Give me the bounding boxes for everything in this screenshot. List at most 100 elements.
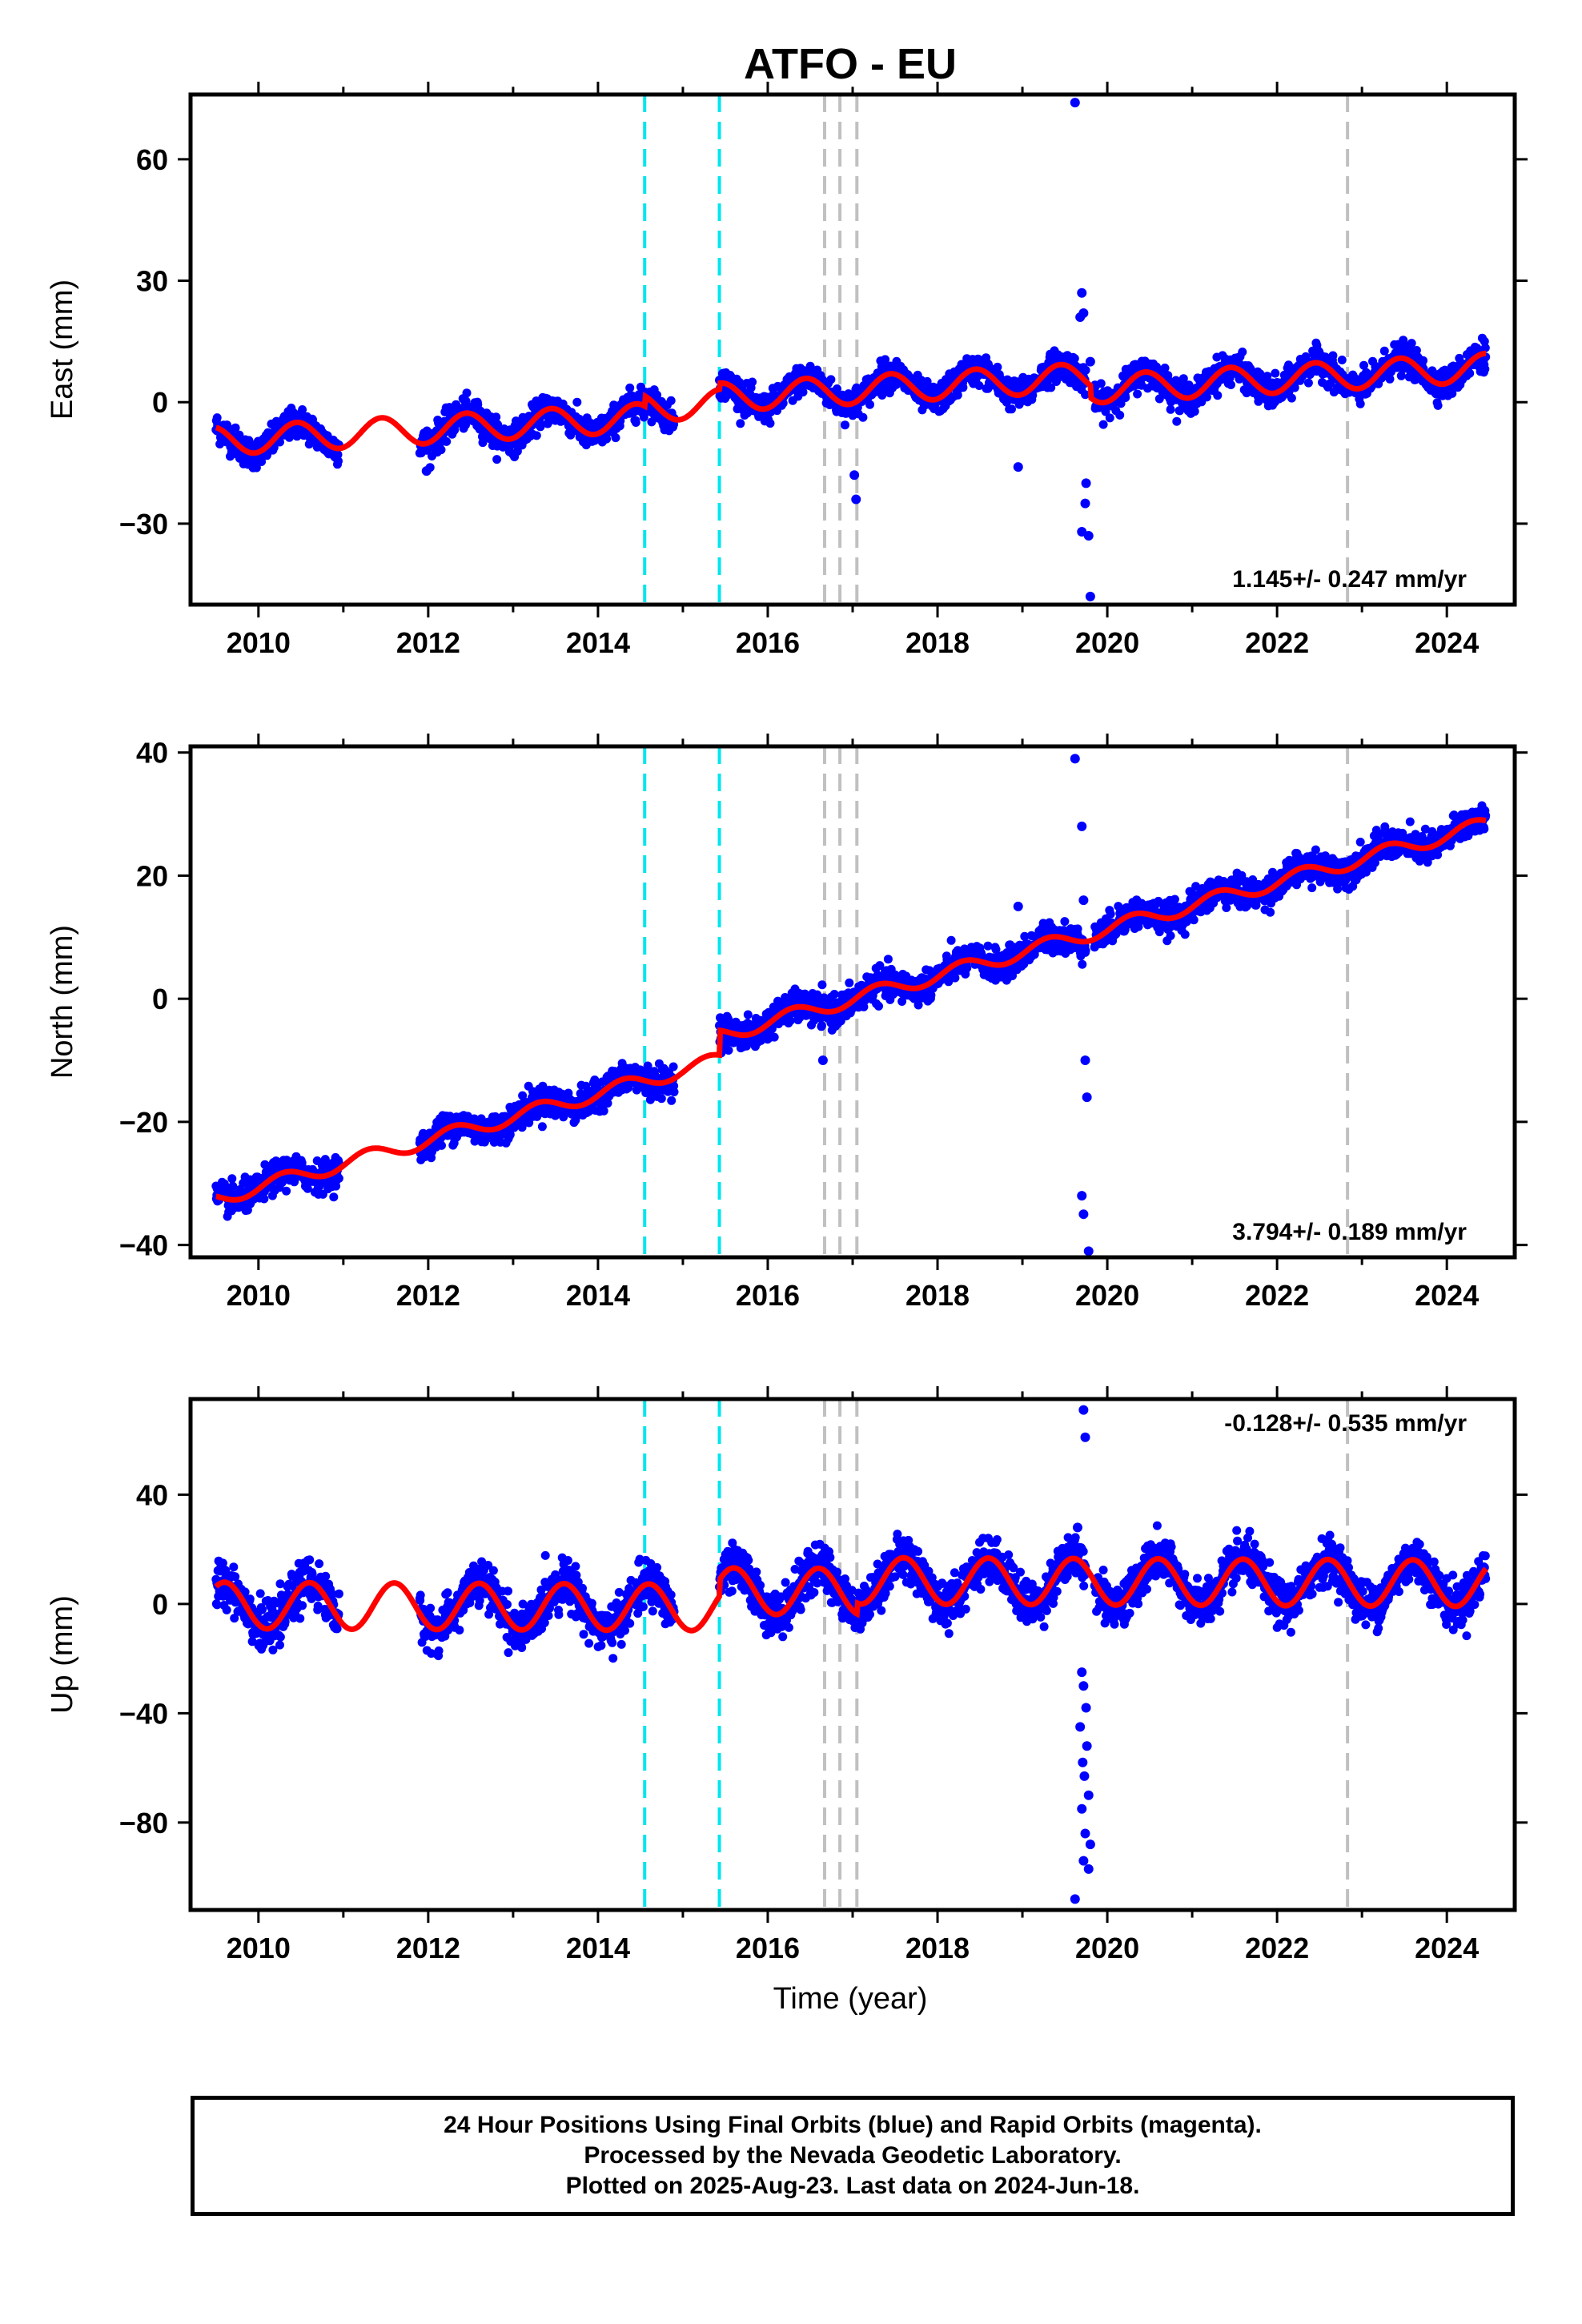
north-data-point [599,1106,608,1116]
x-tick-label: 2012 [396,626,460,659]
east-data-point [275,437,284,447]
east-data-point [212,413,222,423]
east-data-point [631,418,640,427]
east-data-point [826,375,836,384]
east-data-point [1172,416,1182,426]
east-data-point [798,388,808,397]
east-data-point [1081,365,1090,375]
east-data-point [922,376,932,386]
y-tick-label: −30 [119,508,168,541]
east-data-point [1133,389,1142,399]
east-data-point [231,423,240,432]
east-data-point [536,422,545,432]
east-data-point [841,420,849,430]
x-tick-label: 2018 [905,626,970,659]
east-data-point [881,355,890,364]
east-data-point [532,431,541,440]
east-data-point [1263,372,1272,381]
east-data-points [211,98,1491,601]
east-outlier-point [1083,531,1094,541]
east-y-axis-label: East (mm) [46,279,79,420]
east-data-point [1096,379,1106,388]
panel-east: 2010 2012 2014 2016 2018 2020 2022 202460300−30… [46,82,1528,659]
north-data-point [669,1062,678,1072]
north-data-point [724,1046,733,1055]
east-data-point [1166,404,1175,414]
north-data-point [334,1173,343,1183]
east-data-point [858,412,868,422]
panel-north: 2010 2012 2014 2016 2018 2020 2022 202440200−20… [46,734,1528,1312]
north-data-point [883,955,893,964]
east-outlier-point [1081,478,1091,489]
north-data-point [946,935,956,945]
east-data-point [1480,364,1490,374]
east-data-point [1227,380,1235,389]
east-data-point [1070,354,1079,364]
east-data-point [736,419,745,428]
east-plot-area [211,94,1491,605]
east-data-point [1303,378,1313,388]
north-data-point [845,978,854,987]
panels: 2010 2012 2014 2016 2018 2020 2022 202460300−30… [46,82,1528,1964]
east-data-point [1379,346,1389,356]
east-data-point [462,388,472,398]
east-data-point [235,430,244,440]
north-data-point [656,1094,666,1104]
x-tick-label: 2020 [1075,626,1139,659]
east-data-point [1290,383,1299,392]
east-data-point [1121,393,1130,402]
east-outlier-point [1075,312,1086,323]
east-data-point [257,457,267,466]
north-data-point [537,1122,547,1132]
east-data-point [602,434,612,444]
east-data-point [492,412,501,422]
north-data-point [227,1174,237,1184]
east-data-point [1320,352,1330,362]
east-data-point [1407,339,1416,348]
east-data-point [1081,390,1090,400]
east-outlier-point [1070,98,1080,108]
north-data-point [329,1192,339,1202]
east-data-point [1271,368,1280,378]
east-data-point [1178,374,1188,384]
east-data-point [735,378,745,387]
east-data-point [647,417,656,427]
east-data-point [666,396,676,405]
east-data-point [1419,356,1427,365]
east-data-point [1396,371,1406,380]
east-outlier-point [1085,356,1095,367]
east-data-point [251,463,261,472]
east-outlier-point [1080,498,1090,509]
east-outlier-point [849,470,860,480]
north-data-point [1081,946,1090,955]
east-velocity-label: 1.145+/- 0.247 mm/yr [1232,566,1467,593]
north-data-point [1078,959,1087,969]
north-data-point [829,990,839,999]
east-data-point [298,405,307,414]
north-data-point [667,1096,677,1105]
east-data-point [1337,356,1347,364]
east-data-point [1190,407,1199,416]
east-data-point [1328,351,1338,360]
east-outlier-point [1077,287,1087,298]
y-tick-label: 0 [152,386,168,419]
east-data-point [993,362,1002,372]
east-data-point [333,450,343,460]
east-data-point [1154,394,1164,404]
north-data-point [282,1186,291,1196]
east-data-point [1287,393,1296,403]
east-outlier-point [851,494,861,505]
east-data-point [833,384,841,393]
east-data-point [765,419,775,428]
east-data-point [1101,407,1110,416]
east-data-point [1359,360,1368,370]
x-tick-label: 2010 [227,626,291,659]
north-data-point [874,1001,883,1011]
east-data-point [461,420,470,430]
east-data-point [865,400,874,409]
east-data-point [953,390,962,400]
east-data-point [1284,360,1293,370]
north-data-point [769,1032,779,1042]
north-data-point [817,1021,826,1031]
